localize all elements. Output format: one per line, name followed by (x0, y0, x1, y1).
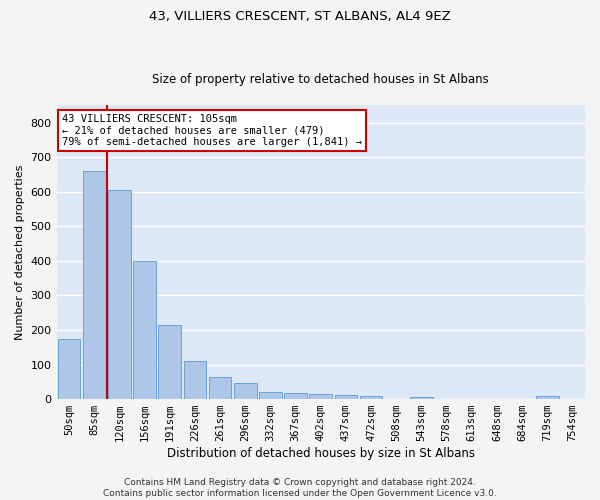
Bar (536, 396, 559, 399)
Bar (133, 261, 156, 399)
Text: Contains HM Land Registry data © Crown copyright and database right 2024.
Contai: Contains HM Land Registry data © Crown c… (103, 478, 497, 498)
Bar (158, 325, 181, 399)
Y-axis label: Number of detached properties: Number of detached properties (15, 164, 25, 340)
Bar (58, 338, 80, 399)
Title: Size of property relative to detached houses in St Albans: Size of property relative to detached ho… (152, 73, 489, 86)
Text: 43, VILLIERS CRESCENT, ST ALBANS, AL4 9EZ: 43, VILLIERS CRESCENT, ST ALBANS, AL4 9E… (149, 10, 451, 23)
Bar (335, 395, 357, 399)
Bar (209, 378, 232, 399)
Bar (259, 392, 282, 399)
Bar (108, 190, 131, 399)
Bar (83, 171, 106, 399)
Bar (234, 383, 257, 399)
Bar (184, 361, 206, 399)
Bar (410, 396, 433, 399)
Bar (284, 393, 307, 399)
X-axis label: Distribution of detached houses by size in St Albans: Distribution of detached houses by size … (167, 447, 475, 460)
Bar (360, 396, 382, 399)
Text: 43 VILLIERS CRESCENT: 105sqm
← 21% of detached houses are smaller (479)
79% of s: 43 VILLIERS CRESCENT: 105sqm ← 21% of de… (62, 114, 362, 147)
Bar (310, 394, 332, 399)
